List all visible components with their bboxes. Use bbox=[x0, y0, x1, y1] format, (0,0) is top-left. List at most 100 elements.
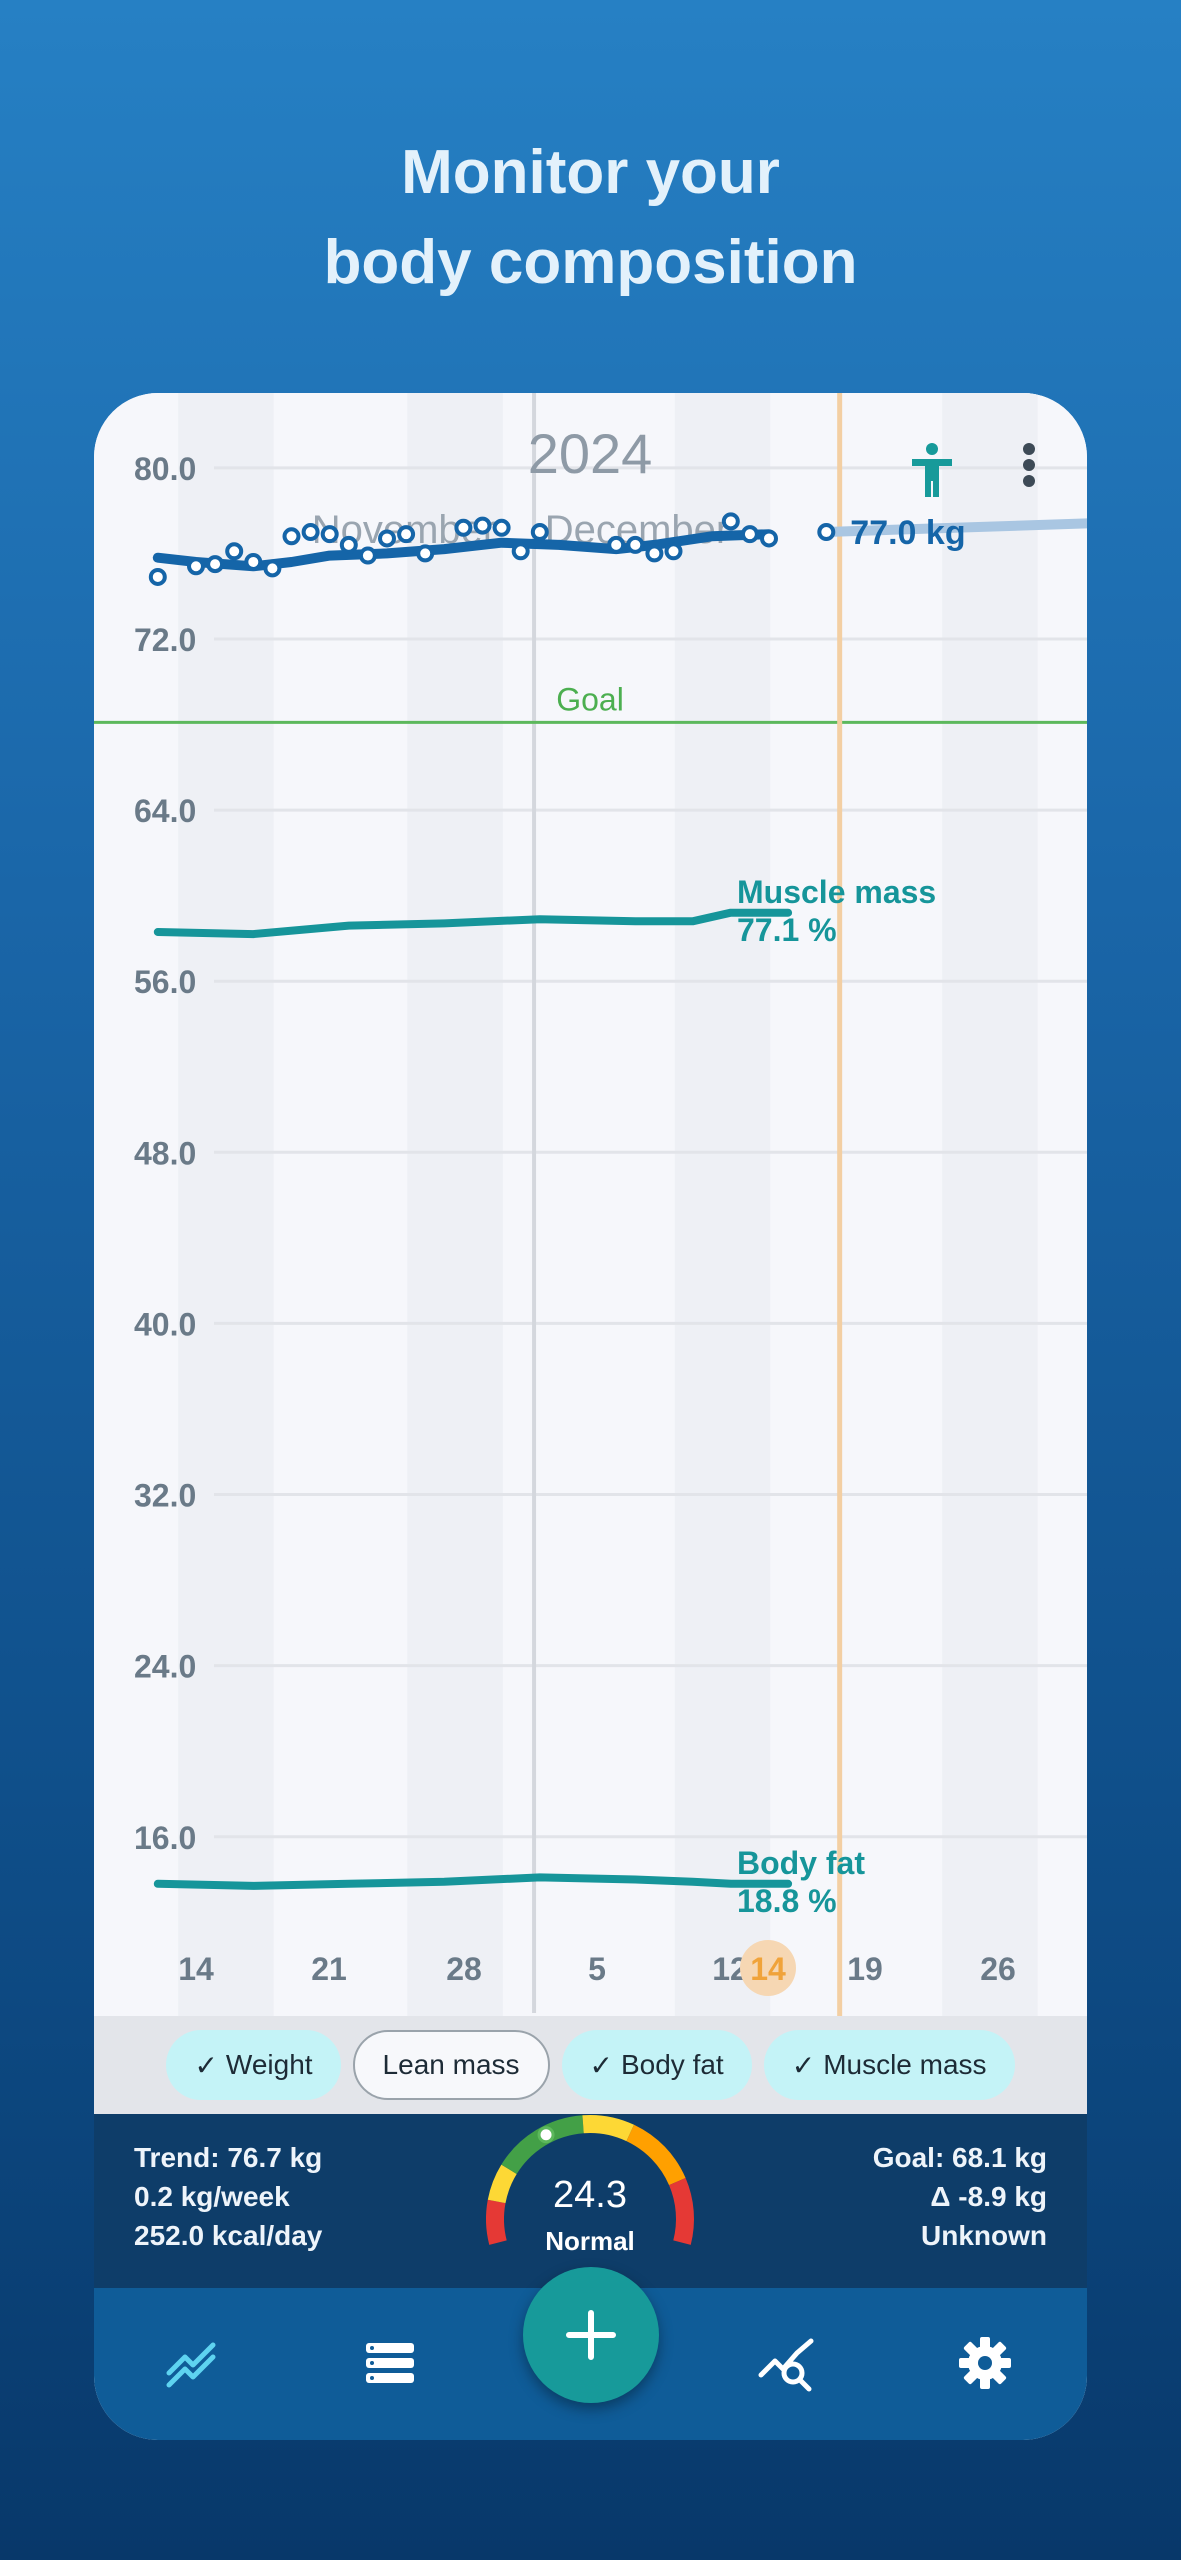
bmi-gauge-segment bbox=[486, 2199, 507, 2245]
weight-data-point bbox=[378, 529, 396, 548]
weight-data-point bbox=[416, 544, 435, 563]
weight-data-point bbox=[473, 516, 492, 535]
weight-data-point bbox=[492, 518, 511, 537]
analytics-search-icon bbox=[758, 2338, 814, 2392]
check-icon: ✓ bbox=[194, 2049, 218, 2081]
gear-icon bbox=[959, 2337, 1011, 2389]
bmi-gauge-segment bbox=[582, 2115, 635, 2142]
weight-data-point bbox=[454, 518, 473, 537]
weight-data-point bbox=[721, 512, 740, 531]
headline-line-2: body composition bbox=[323, 228, 858, 297]
bmi-gauge-marker bbox=[537, 2126, 555, 2144]
trend-energy: 252.0 kcal/day bbox=[134, 2220, 323, 2251]
check-icon: ✓ bbox=[589, 2049, 613, 2081]
muscle-mass-value: 77.1 % bbox=[737, 912, 837, 948]
weight-chart[interactable]: 80.0 72.0 64.0 56.0 48.0 40.0 32.0 24.0 16.0 2024… bbox=[94, 393, 1087, 2016]
trend-stats: Trend: 76.7 kg 0.2 kg/week 252.0 kcal/da… bbox=[134, 2138, 322, 2255]
weight-data-point bbox=[645, 544, 664, 563]
weight-end-label: 77.0 kg bbox=[850, 514, 965, 552]
headline-line-1: Monitor your bbox=[401, 138, 780, 207]
trend-rate: 0.2 kg/week bbox=[134, 2181, 290, 2212]
weight-data-point bbox=[530, 523, 549, 542]
y-tick-label: 80.0 bbox=[134, 451, 196, 487]
more-vert-icon[interactable] bbox=[1023, 443, 1035, 487]
nav-analysis[interactable] bbox=[742, 2318, 832, 2408]
x-tick-label: 26 bbox=[980, 1951, 1016, 1987]
list-icon bbox=[366, 2343, 414, 2383]
bmi-gauge-segment bbox=[668, 2178, 694, 2245]
x-tick-label: 14 bbox=[178, 1951, 214, 1987]
weight-data-point bbox=[740, 525, 759, 544]
stats-panel: Trend: 76.7 kg 0.2 kg/week 252.0 kcal/da… bbox=[94, 2114, 1087, 2288]
weight-data-point bbox=[244, 552, 263, 571]
accessibility-icon[interactable] bbox=[912, 443, 952, 497]
body-fat-value: 18.8 % bbox=[737, 1883, 837, 1919]
weight-data-point bbox=[282, 527, 301, 546]
bmi-gauge-arc bbox=[486, 2115, 694, 2245]
weight-data-point bbox=[320, 525, 339, 544]
y-tick-label: 72.0 bbox=[134, 622, 196, 658]
goal-delta: Δ -8.9 kg bbox=[930, 2181, 1047, 2212]
headline: Monitor your body composition bbox=[0, 128, 1181, 308]
body-fat-line bbox=[153, 1873, 793, 1890]
y-tick-label: 64.0 bbox=[134, 793, 196, 829]
nav-settings[interactable] bbox=[940, 2318, 1030, 2408]
check-icon: ✓ bbox=[791, 2049, 816, 2081]
nav-chart[interactable] bbox=[148, 2318, 238, 2408]
weight-data-point bbox=[148, 567, 167, 586]
y-tick-label: 16.0 bbox=[134, 1820, 196, 1856]
legend-chip-lean-mass[interactable]: ✓Lean mass bbox=[352, 2030, 550, 2100]
bmi-gauge-segment bbox=[626, 2124, 686, 2186]
weight-data-point bbox=[358, 546, 377, 565]
goal-weight: Goal: 68.1 kg bbox=[872, 2142, 1047, 2173]
goal-label: Goal bbox=[556, 681, 624, 717]
series-legend: ✓Weight ✓Lean mass ✓Body fat ✓Muscle mas… bbox=[94, 2016, 1087, 2114]
weight-data-point bbox=[760, 529, 778, 548]
weight-data-point bbox=[187, 557, 205, 576]
bmi-gauge[interactable]: 24.3 Normal bbox=[475, 2114, 705, 2288]
muscle-mass-line bbox=[153, 908, 793, 939]
goal-stats: Goal: 68.1 kg Δ -8.9 kg Unknown bbox=[873, 2138, 1047, 2255]
app-screen: 80.0 72.0 64.0 56.0 48.0 40.0 32.0 24.0 16.0 2024… bbox=[94, 393, 1087, 2440]
y-tick-label: 32.0 bbox=[134, 1478, 196, 1514]
legend-chip-body-fat[interactable]: ✓ Body fat bbox=[561, 2030, 752, 2100]
selected-day-highlight bbox=[740, 1940, 796, 1996]
x-tick-label: 28 bbox=[446, 1951, 482, 1987]
bmi-category: Normal bbox=[545, 2226, 635, 2256]
add-entry-button[interactable] bbox=[523, 2267, 659, 2403]
weight-data-point bbox=[817, 523, 836, 542]
week-band bbox=[407, 393, 503, 2016]
goal-eta: Unknown bbox=[921, 2220, 1047, 2251]
weight-data-point bbox=[339, 535, 358, 554]
y-tick-label: 24.0 bbox=[134, 1649, 196, 1685]
week-band bbox=[674, 393, 771, 2016]
bmi-gauge-segment bbox=[487, 2164, 517, 2204]
weight-data-point bbox=[607, 535, 626, 554]
y-tick-label: 40.0 bbox=[134, 1306, 196, 1342]
year-label: 2024 bbox=[528, 422, 653, 485]
legend-chip-muscle-mass[interactable]: ✓ Muscle mass bbox=[763, 2030, 1015, 2100]
x-tick-label: 21 bbox=[311, 1951, 347, 1987]
x-tick-label: 14 bbox=[750, 1951, 786, 1987]
y-tick-label: 48.0 bbox=[134, 1135, 196, 1171]
body-fat-label: Body fat bbox=[737, 1845, 865, 1881]
weight-projection-line bbox=[821, 518, 1087, 537]
muscle-mass-label: Muscle mass bbox=[737, 874, 936, 910]
bmi-value: 24.3 bbox=[553, 2174, 627, 2216]
weight-data-point bbox=[225, 542, 244, 561]
x-tick-label: 19 bbox=[847, 1951, 883, 1987]
add-icon bbox=[566, 2310, 616, 2360]
nav-list[interactable] bbox=[345, 2318, 435, 2408]
y-tick-label: 56.0 bbox=[134, 964, 196, 1000]
chart-icon bbox=[166, 2342, 216, 2388]
week-band bbox=[178, 393, 274, 2016]
weight-data-point bbox=[664, 542, 683, 561]
x-tick-label: 5 bbox=[588, 1951, 606, 1987]
weight-data-point bbox=[263, 559, 282, 578]
trend-weight: Trend: 76.7 kg bbox=[134, 2142, 323, 2173]
weight-data-point bbox=[301, 523, 320, 542]
week-band bbox=[942, 393, 1038, 2016]
weight-data-point bbox=[626, 535, 645, 554]
legend-chip-weight[interactable]: ✓ Weight bbox=[166, 2030, 341, 2100]
weight-data-point bbox=[511, 542, 530, 561]
